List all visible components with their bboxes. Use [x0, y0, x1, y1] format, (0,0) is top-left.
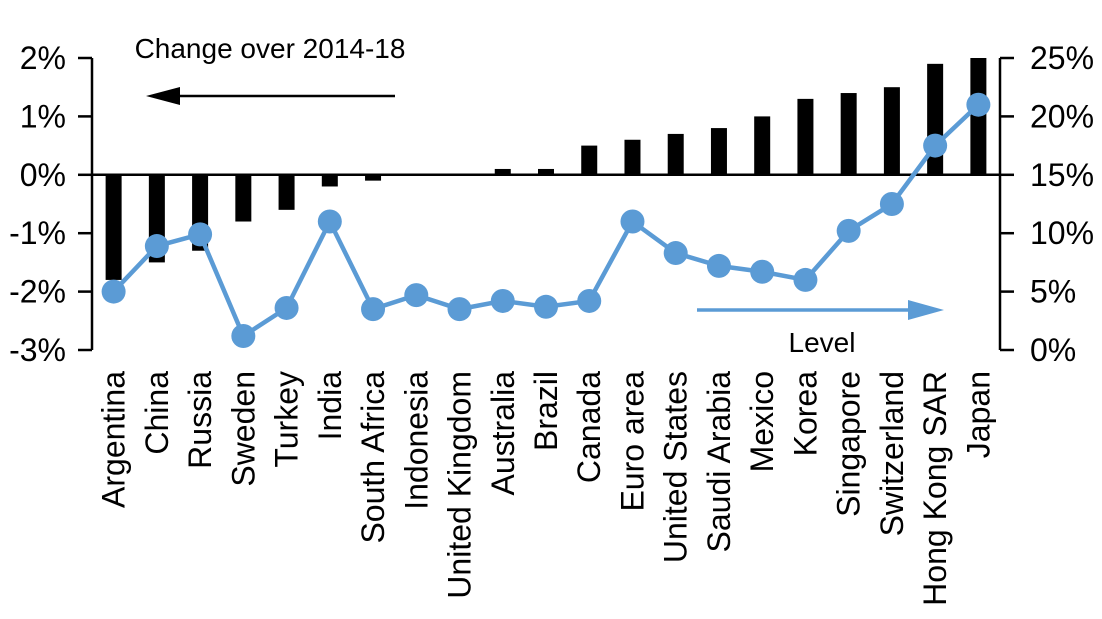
line-dot: [490, 288, 515, 313]
right-axis-tick-label: 20%: [1030, 98, 1094, 134]
right-axis-arrow-icon: [697, 300, 944, 320]
line-dot: [534, 294, 558, 319]
x-axis-label: Singapore: [831, 371, 867, 517]
x-axis-label: Saudi Arabia: [701, 371, 737, 553]
x-axis-label: Brazil: [528, 371, 564, 451]
line-dot: [274, 295, 299, 320]
line-series-group: [101, 92, 991, 348]
bar: [581, 145, 598, 175]
bar: [321, 174, 338, 187]
left-axis-tick-label: 2%: [20, 40, 66, 76]
line-dot: [923, 133, 948, 158]
bar: [710, 128, 727, 175]
x-axis-label: Euro area: [614, 371, 650, 512]
bar: [754, 116, 771, 175]
x-axis-label: Japan: [960, 371, 996, 458]
left-axis-tick-label: -1%: [9, 215, 66, 251]
x-axis-label: Argentina: [96, 371, 132, 508]
line-dot: [577, 288, 602, 313]
bar: [235, 174, 252, 222]
axes-group: 2% 1% 0% -1% -2% -3% 25% 20% 15% 10% 5% 0%: [9, 40, 1094, 368]
x-axis-label: Australia: [485, 371, 521, 496]
bar: [883, 87, 900, 175]
bar: [797, 98, 814, 175]
change-annotation-label: Change over 2014-18: [135, 33, 406, 64]
line-dot: [101, 279, 126, 304]
x-axis-label: United States: [658, 371, 694, 563]
line-dot: [620, 209, 645, 234]
x-axis-label: United Kingdom: [442, 371, 478, 599]
right-axis-tick-label: 5%: [1030, 274, 1076, 310]
line-dot: [836, 218, 861, 243]
line-dot: [966, 92, 991, 117]
x-axis-label: Turkey: [269, 371, 305, 468]
line-dot: [404, 283, 429, 308]
x-axis-label: India: [312, 371, 348, 441]
right-axis-tick-label: 25%: [1030, 40, 1094, 76]
left-axis-tick-label: -3%: [9, 332, 66, 368]
line-dot: [706, 253, 731, 278]
left-axis-tick-label: 1%: [20, 98, 66, 134]
bar: [840, 93, 857, 175]
bar: [624, 139, 641, 175]
x-axis-label: Korea: [787, 371, 823, 457]
x-axis-labels-group: Argentina China Russia Sweden Turkey India Sou…: [96, 371, 997, 606]
right-axis-tick-label: 10%: [1030, 215, 1094, 251]
x-axis-label: Sweden: [225, 371, 261, 487]
x-axis-label: Russia: [182, 371, 218, 469]
bar: [278, 174, 295, 210]
x-axis-label: Indonesia: [398, 371, 434, 510]
x-axis-label: Hong Kong SAR: [917, 371, 953, 606]
line-dot: [793, 267, 818, 292]
line-dot: [879, 192, 904, 216]
line-dot: [447, 297, 472, 322]
right-axis-tick-label: 0%: [1030, 332, 1076, 368]
line-dot: [188, 222, 213, 247]
bar: [927, 63, 944, 175]
right-axis-tick-label: 15%: [1030, 157, 1094, 193]
line-dot: [317, 209, 342, 234]
line-dot: [144, 234, 169, 259]
bar: [667, 133, 684, 175]
bar: [538, 168, 554, 175]
line-dot: [750, 259, 775, 284]
left-axis-tick-label: 0%: [20, 157, 66, 193]
bar: [365, 174, 382, 181]
x-axis-label: Switzerland: [874, 371, 910, 536]
x-axis-label: Canada: [571, 371, 607, 483]
line-dot: [663, 241, 688, 266]
line-dot: [231, 323, 256, 348]
x-axis-label: Mexico: [744, 371, 780, 472]
x-axis-label: South Africa: [355, 371, 391, 544]
line-dot: [361, 297, 386, 322]
left-axis-tick-label: -2%: [9, 274, 66, 310]
x-axis-label: China: [139, 371, 175, 455]
bar-series-group: [105, 58, 987, 280]
level-annotation-label: Level: [789, 327, 856, 358]
left-axis-arrow-icon: [146, 87, 395, 105]
bar: [105, 174, 122, 280]
bar: [494, 168, 511, 175]
